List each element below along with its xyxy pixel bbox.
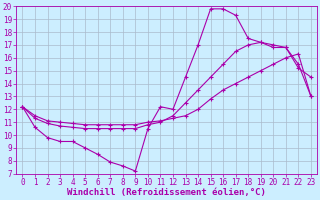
- X-axis label: Windchill (Refroidissement éolien,°C): Windchill (Refroidissement éolien,°C): [67, 188, 266, 197]
